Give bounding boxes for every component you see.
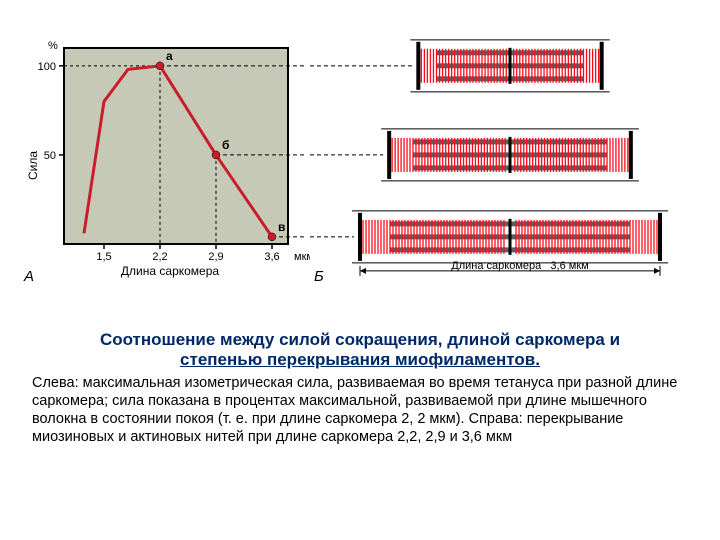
panel-label-b: Б xyxy=(314,268,324,285)
svg-text:50: 50 xyxy=(44,150,56,162)
figure-title: Соотношение между силой сокращения, длин… xyxy=(30,330,690,370)
title-line2: степенью перекрывания миофиламентов. xyxy=(180,350,540,369)
svg-text:2,9: 2,9 xyxy=(208,251,223,263)
diagram-panel: Б Длина саркомера 3,6 мкм xyxy=(310,30,680,290)
svg-text:б: б xyxy=(222,138,229,152)
panel-label-a: А xyxy=(24,268,34,285)
svg-text:3,6: 3,6 xyxy=(264,251,279,263)
y-axis-label: Сила xyxy=(26,151,40,180)
figure-row: 50 100 1,5 2,2 2,9 3,6 мкм а б в Сила % Длина сар… xyxy=(20,30,700,290)
svg-text:а: а xyxy=(166,49,173,63)
chart-svg: 50 100 1,5 2,2 2,9 3,6 мкм а б в xyxy=(20,30,310,290)
figure-description: Слева: максимальная изометрическая сила,… xyxy=(32,374,688,447)
x-axis-label: Длина саркомера xyxy=(80,264,260,278)
diagram-svg xyxy=(310,30,680,290)
svg-text:2,2: 2,2 xyxy=(152,251,167,263)
caption-value: 3,6 мкм xyxy=(550,260,588,272)
y-unit: % xyxy=(48,40,58,52)
title-line1: Соотношение между силой сокращения, длин… xyxy=(100,330,620,349)
figure-wrap: 50 100 1,5 2,2 2,9 3,6 мкм а б в Сила % Длина сар… xyxy=(0,0,720,457)
caption-prefix: Длина саркомера xyxy=(451,260,541,272)
svg-text:100: 100 xyxy=(38,61,56,73)
chart-panel: 50 100 1,5 2,2 2,9 3,6 мкм а б в Сила % Длина сар… xyxy=(20,30,310,290)
svg-text:в: в xyxy=(278,220,285,234)
svg-text:мкм: мкм xyxy=(294,251,310,263)
svg-text:1,5: 1,5 xyxy=(96,251,111,263)
sarcomere-caption: Длина саркомера 3,6 мкм xyxy=(400,260,640,272)
